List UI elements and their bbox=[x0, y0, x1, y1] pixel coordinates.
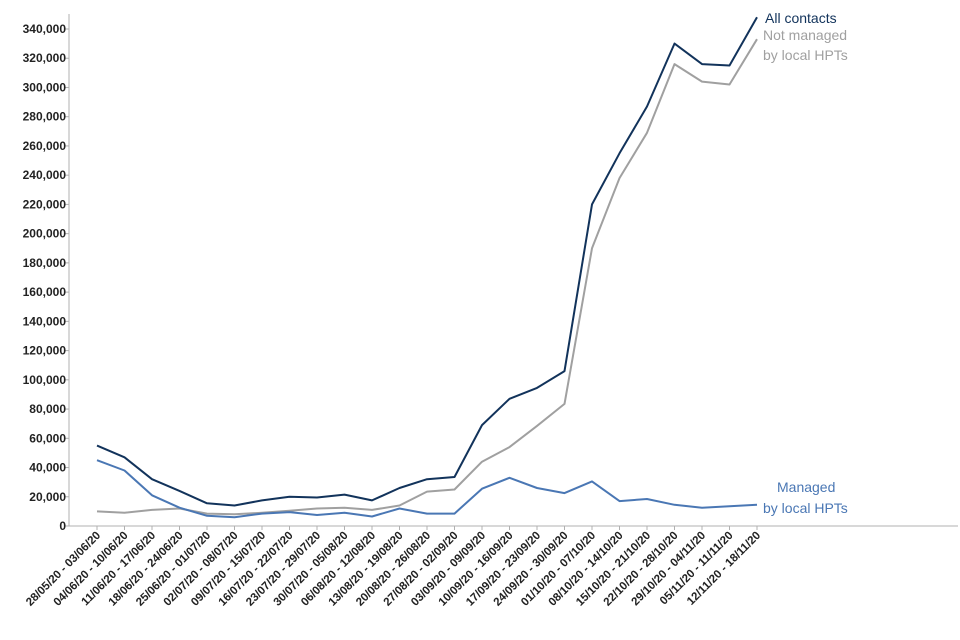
y-tick-label: 0 bbox=[59, 519, 66, 533]
y-tick-label: 80,000 bbox=[29, 402, 66, 416]
y-tick-label: 60,000 bbox=[29, 431, 66, 445]
series-label: Not managed bbox=[763, 27, 847, 43]
series-label: Managed bbox=[777, 479, 835, 495]
y-tick-label: 20,000 bbox=[29, 490, 66, 504]
series-label: by local HPTs bbox=[763, 47, 848, 63]
series-line-3 bbox=[96, 459, 758, 519]
series-line-2 bbox=[96, 38, 758, 516]
y-tick-label: 260,000 bbox=[23, 139, 67, 153]
series-label: by local HPTs bbox=[763, 500, 848, 516]
y-axis: 0 20,000 40,000 60,000 80,000 100,000 120,000 1… bbox=[23, 14, 70, 533]
y-tick-label: 160,000 bbox=[23, 285, 67, 299]
y-tick-label: 180,000 bbox=[23, 256, 67, 270]
y-tick-label: 220,000 bbox=[23, 197, 67, 211]
y-tick-label: 320,000 bbox=[23, 51, 67, 65]
series-lines bbox=[96, 16, 758, 519]
series-line-1 bbox=[96, 16, 758, 507]
y-tick-label: 340,000 bbox=[23, 22, 67, 36]
y-tick-label: 200,000 bbox=[23, 227, 67, 241]
series-label: All contacts bbox=[765, 10, 837, 26]
y-tick-label: 280,000 bbox=[23, 110, 67, 124]
y-tick-label: 300,000 bbox=[23, 80, 67, 94]
y-tick-label: 120,000 bbox=[23, 344, 67, 358]
y-tick-label: 240,000 bbox=[23, 168, 67, 182]
y-tick-label: 100,000 bbox=[23, 373, 67, 387]
y-tick-label: 140,000 bbox=[23, 314, 67, 328]
y-tick-label: 40,000 bbox=[29, 461, 66, 475]
